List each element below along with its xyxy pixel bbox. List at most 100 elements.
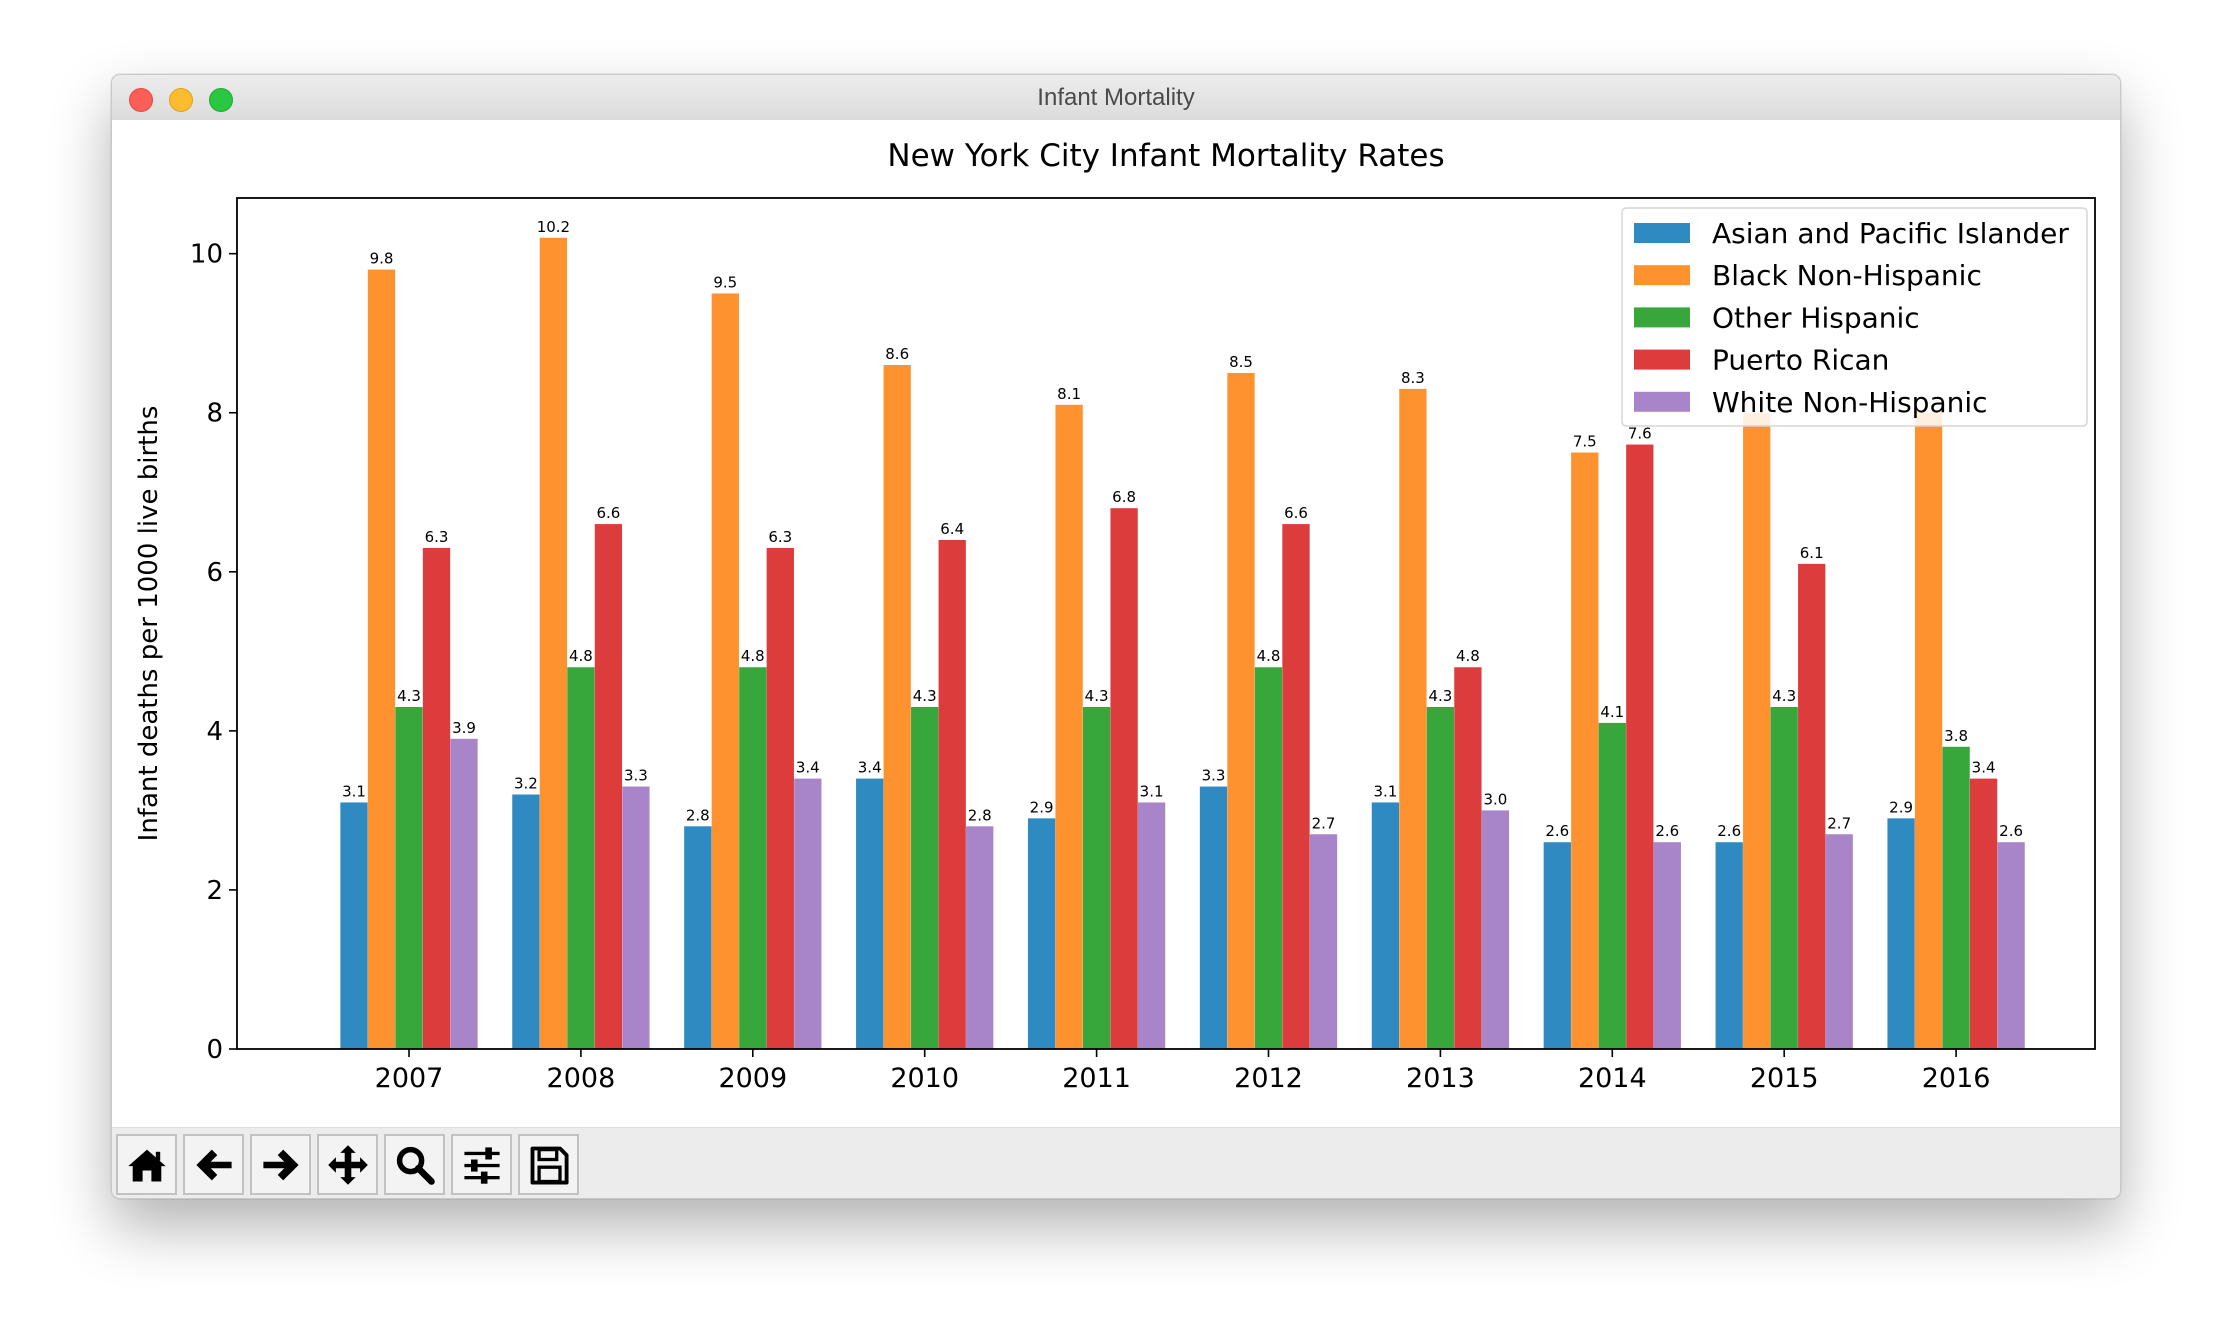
bar-2007-series-4 [450,738,478,1049]
bar-2012-series-2 [1254,667,1283,1049]
bar-2015-series-1 [1743,412,1771,1050]
data-label: 8.6 [885,345,909,363]
magnifier-icon [396,1146,435,1185]
bar-2007-series-2 [395,707,423,1049]
data-label: 3.4 [1972,759,1996,777]
data-label: 6.3 [425,528,449,546]
bar-2014-series-3 [1626,444,1654,1049]
x-tick-label: 2011 [1062,1063,1131,1094]
legend-label: Asian and Pacific Islander [1712,217,2069,250]
bar-2014-series-1 [1571,452,1599,1050]
data-label: 2.6 [1717,822,1741,840]
data-label: 3.4 [796,759,820,777]
bar-2015-series-3 [1798,563,1826,1049]
data-label: 3.0 [1483,790,1507,808]
bar-2012-series-3 [1282,524,1310,1049]
bar-2011-series-2 [1082,707,1111,1049]
data-label: 2.6 [1655,822,1679,840]
bar-2008-series-2 [567,667,595,1049]
bar-2012-series-4 [1309,834,1338,1049]
bar-2013-series-4 [1481,810,1510,1049]
data-label: 9.5 [713,273,737,291]
arrow-right-icon [262,1149,299,1180]
x-tick-label: 2010 [890,1063,959,1094]
bar-2013-series-2 [1426,707,1455,1049]
x-tick-label: 2012 [1234,1063,1303,1094]
data-label: 3.1 [1373,782,1397,800]
bar-2009-series-4 [794,778,822,1049]
bar-2008-series-3 [594,524,623,1049]
data-label: 3.1 [342,782,366,800]
zoom-window-button[interactable] [209,88,233,112]
zoom-button[interactable] [384,1134,445,1195]
data-label: 3.4 [858,759,882,777]
legend-label: White Non-Hispanic [1712,386,1988,419]
data-label: 7.6 [1628,425,1652,443]
close-window-button[interactable] [129,88,153,112]
bar-2011-series-3 [1110,508,1138,1049]
sliders-icon [463,1146,500,1184]
back-button[interactable] [183,1134,244,1195]
data-label: 8.3 [1401,369,1425,387]
bar-2008-series-1 [539,237,568,1049]
data-label: 4.3 [913,687,937,705]
bar-2008-series-0 [512,794,540,1049]
figure-canvas: New York City Infant Mortality Rates Infa… [112,120,2120,1127]
legend-swatch [1634,265,1690,286]
data-label: 4.3 [1428,687,1452,705]
data-label: 2.8 [968,806,992,824]
bar-2009-series-2 [739,667,767,1049]
bar-2015-series-0 [1715,842,1743,1049]
plot-frame [236,197,2096,1050]
data-label: 7.5 [1573,433,1597,451]
bar-2011-series-1 [1055,404,1083,1049]
data-label: 4.8 [741,647,765,665]
data-label: 6.1 [1800,544,1824,562]
legend-label: Black Non-Hispanic [1712,259,1982,292]
bar-2007-series-3 [422,547,451,1049]
bar-2015-series-2 [1770,707,1798,1049]
minimize-window-button[interactable] [169,88,193,112]
home-icon [127,1149,166,1181]
data-label: 3.3 [1202,767,1226,785]
data-label: 3.9 [452,719,476,737]
legend-swatch [1634,349,1690,370]
bar-2011-series-4 [1137,802,1166,1049]
legend-swatch [1634,391,1690,412]
bar-2009-series-0 [684,826,712,1049]
data-label: 4.8 [1456,647,1480,665]
data-label: 2.8 [686,806,710,824]
bar-2014-series-4 [1653,842,1681,1049]
chart-title: New York City Infant Mortality Rates [887,138,1444,174]
data-label: 10.2 [537,218,570,236]
save-button[interactable] [518,1134,579,1195]
x-tick-label: 2014 [1578,1063,1647,1094]
pan-button[interactable] [317,1134,378,1195]
data-label: 4.3 [1772,687,1796,705]
forward-button[interactable] [250,1134,311,1195]
legend-box [1621,207,2088,427]
data-label: 4.3 [1085,687,1109,705]
title-bar: Infant Mortality [112,75,2120,121]
data-label: 4.1 [1600,703,1624,721]
move-arrows-icon [327,1144,368,1185]
bar-2008-series-4 [622,786,650,1049]
bar-2007-series-0 [340,802,368,1049]
x-tick-label: 2007 [375,1063,444,1094]
data-label: 6.6 [1284,504,1308,522]
configure-subplots-button[interactable] [451,1134,512,1195]
bar-2010-series-1 [883,365,911,1049]
data-label: 2.6 [1545,822,1569,840]
home-button[interactable] [116,1134,177,1195]
y-tick-label: 8 [206,399,223,429]
plot-window: Infant Mortality New York City Infant Mo… [111,74,2121,1199]
data-label: 8.5 [1229,353,1253,371]
bar-2016-series-3 [1969,778,1998,1049]
bar-2009-series-1 [711,293,739,1049]
window-title: Infant Mortality [1037,84,1195,111]
bar-2014-series-0 [1543,842,1571,1049]
navigation-toolbar [112,1127,2120,1198]
y-tick-label: 0 [206,1035,223,1065]
data-label: 2.7 [1312,814,1336,832]
data-label: 3.2 [514,774,538,792]
